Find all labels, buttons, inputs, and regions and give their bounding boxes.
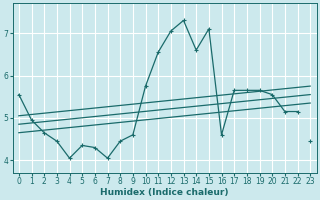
X-axis label: Humidex (Indice chaleur): Humidex (Indice chaleur) xyxy=(100,188,229,197)
